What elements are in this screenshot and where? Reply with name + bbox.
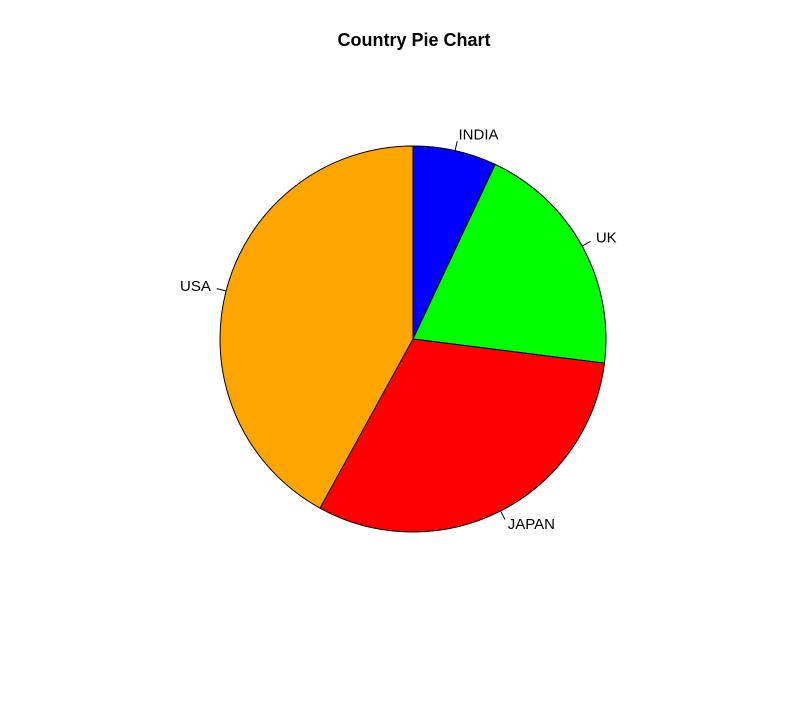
pie-label-india: INDIA (459, 126, 499, 143)
pie-label-japan: JAPAN (508, 516, 555, 533)
pie-label-ticks (216, 141, 591, 520)
pie-labels: INDIA UK JAPAN USA (180, 126, 617, 533)
chart-title: Country Pie Chart (337, 30, 490, 50)
pie-slice-japan (319, 338, 606, 533)
pie-label-uk: UK (596, 229, 617, 246)
pie-tick-japan (500, 510, 506, 520)
pie-slice-usa (219, 145, 414, 509)
pie-slice-uk (412, 163, 607, 364)
pie-slices (219, 145, 607, 533)
pie-tick-india (454, 141, 458, 151)
pie-tick-usa (216, 288, 227, 292)
pie-tick-uk (581, 240, 591, 247)
pie-label-usa: USA (180, 278, 211, 295)
